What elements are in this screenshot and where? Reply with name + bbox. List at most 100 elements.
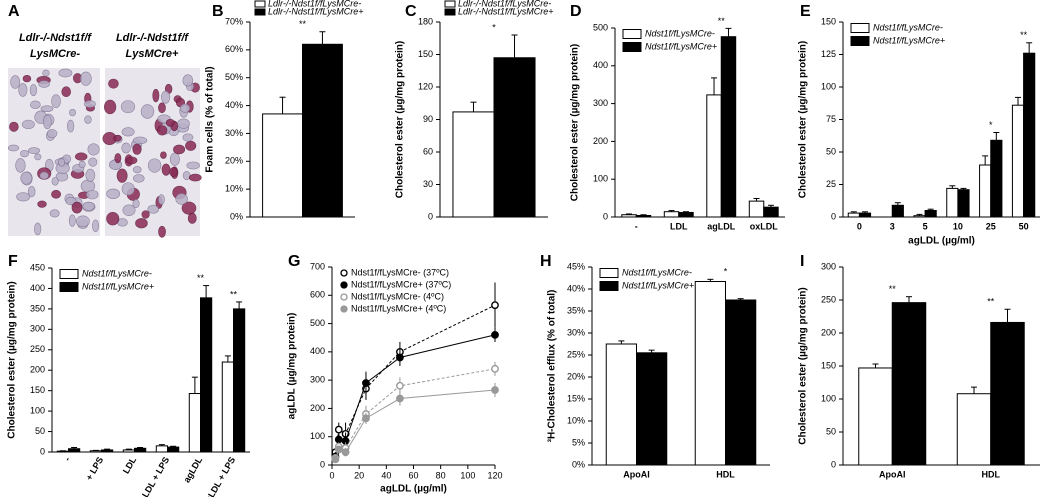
legend-label: Ndst1f/fLysMCre- (4ºC) <box>351 291 444 301</box>
bar <box>233 308 246 453</box>
legend-label: Ndst1f/fLysMCre+ (4ºC) <box>351 303 446 313</box>
cell <box>18 83 28 97</box>
bar <box>706 94 722 218</box>
cell <box>120 100 136 114</box>
cell <box>121 182 135 196</box>
cell <box>22 74 32 83</box>
cell <box>65 196 77 206</box>
cell <box>121 142 131 154</box>
cell <box>87 143 100 156</box>
legend-swatch <box>599 281 619 291</box>
y-axis-label: agLDL (µg/mg protein) <box>287 313 298 420</box>
legend-label: Ndst1f/fLysMCre+ <box>645 41 717 51</box>
y-tick-label: 50% <box>225 72 243 82</box>
panel-letter: D <box>570 3 582 20</box>
cell <box>39 171 49 180</box>
y-tick-label: 15% <box>567 393 585 403</box>
point <box>396 394 404 403</box>
bar <box>221 361 234 453</box>
y-tick-label: 200 <box>821 327 836 337</box>
x-tick-label: 100 <box>460 470 475 480</box>
legend-label: Ndst1f/fLysMCre- <box>873 22 943 32</box>
point <box>362 379 370 387</box>
point <box>491 364 499 373</box>
y-tick-label: 0 <box>428 211 433 221</box>
cell <box>16 192 31 202</box>
y-tick-label: 0 <box>320 459 325 469</box>
cell <box>177 118 190 129</box>
cell <box>152 88 160 103</box>
cell <box>75 215 90 228</box>
legend-label: Ndst1f/fLysMCre- <box>82 268 152 278</box>
y-tick-label: 50 <box>35 426 45 436</box>
point <box>491 301 499 310</box>
bar <box>302 43 343 218</box>
x-tick-label: 20 <box>354 470 364 480</box>
point <box>491 330 499 339</box>
significance: * <box>492 22 496 32</box>
y-tick-label: 35% <box>567 305 585 315</box>
bar <box>748 200 765 218</box>
x-tick-label: 60 <box>408 470 418 480</box>
cell <box>42 114 52 130</box>
cell <box>34 222 42 236</box>
cell <box>147 204 159 214</box>
cell <box>161 163 171 176</box>
cell <box>132 199 140 209</box>
legend-label: Ldlr-/-Ndst1f/fLysMCre+ <box>458 6 553 16</box>
cell <box>108 78 119 89</box>
cell <box>9 121 19 132</box>
bar <box>891 302 927 466</box>
x-tick-label: 40 <box>381 470 391 480</box>
cell <box>113 134 122 142</box>
x-axis-label: agLDL (µg/ml) <box>380 484 447 495</box>
y-tick-label: 100 <box>30 405 45 415</box>
cell <box>122 204 136 216</box>
cell <box>71 201 83 214</box>
y-tick-label: 100 <box>821 393 836 403</box>
y-tick-label: 50 <box>826 426 836 436</box>
cell <box>20 149 29 158</box>
cell <box>173 144 186 155</box>
y-tick-label: 40% <box>567 283 585 293</box>
y-tick-label: 400 <box>310 346 325 356</box>
y-tick-label: 125 <box>821 49 836 59</box>
y-tick-label: 250 <box>821 294 836 304</box>
cell <box>132 136 148 145</box>
x-tick-label: LDL + LPS <box>140 455 171 497</box>
legend-label: Ndst1f/fLysMCre+ <box>622 280 694 290</box>
bar <box>621 214 637 218</box>
y-tick-label: 30% <box>225 128 243 138</box>
cell <box>15 158 26 173</box>
bar <box>946 187 959 218</box>
cell <box>165 118 175 127</box>
legend-swatch <box>444 8 456 16</box>
cell <box>78 160 86 169</box>
x-tick-label: 0 <box>329 470 334 480</box>
significance: ** <box>299 19 307 29</box>
y-tick-label: 70% <box>225 16 243 26</box>
cell <box>10 75 21 89</box>
legend-swatch <box>254 0 266 8</box>
point <box>334 445 343 454</box>
bar <box>956 393 992 466</box>
cell <box>187 212 197 224</box>
legend-swatch <box>850 36 870 46</box>
panel-letter: E <box>800 3 811 20</box>
point <box>334 425 343 434</box>
bar <box>725 299 757 466</box>
cell <box>182 74 194 87</box>
bar <box>452 111 495 218</box>
bar <box>990 321 1025 466</box>
y-tick-label: 0% <box>230 211 243 221</box>
bar <box>990 139 1003 218</box>
bar <box>678 211 694 218</box>
legend-label: Ldlr-/-Ndst1f/fLysMCre- <box>268 0 361 8</box>
y-tick-label: 120 <box>418 81 433 91</box>
y-tick-label: 0 <box>831 459 836 469</box>
bar <box>636 352 668 466</box>
x-tick-label: 120 <box>487 470 502 480</box>
y-axis-label: Cholesterol ester (µg/mg protein) <box>7 281 18 438</box>
cell <box>114 153 122 164</box>
y-tick-label: 30% <box>567 327 585 337</box>
